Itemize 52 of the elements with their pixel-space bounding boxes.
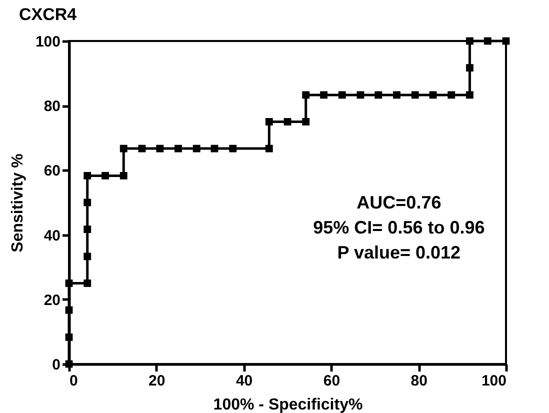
point <box>84 252 92 260</box>
y-tick-label: 40 <box>44 227 60 244</box>
point <box>374 91 382 99</box>
point <box>84 226 92 234</box>
point <box>65 306 73 314</box>
point <box>429 91 437 99</box>
x-tick-label: 0 <box>70 372 78 390</box>
point <box>192 144 200 152</box>
point <box>265 118 273 126</box>
point <box>411 91 419 99</box>
point <box>466 64 474 72</box>
y-tick-label: 60 <box>44 162 60 180</box>
point <box>302 91 310 99</box>
x-tick-label: 80 <box>410 372 428 390</box>
point <box>84 172 92 180</box>
point <box>210 144 218 152</box>
point <box>302 118 310 126</box>
point <box>102 172 109 180</box>
point <box>229 144 237 152</box>
x-tick-label: 100 <box>481 372 506 390</box>
point <box>265 144 273 152</box>
annotation: 95% CI= 0.56 to 0.96 <box>313 217 485 238</box>
y-tick-label: 80 <box>44 98 60 116</box>
point <box>466 91 474 99</box>
point <box>284 118 292 126</box>
point <box>356 91 364 99</box>
y-tick-label: 100 <box>35 34 60 50</box>
x-tick-label: 20 <box>148 372 166 390</box>
y-tick-label: 0 <box>52 356 60 374</box>
y-tick-label: 20 <box>44 292 60 309</box>
annotation: AUC=0.76 <box>356 192 442 212</box>
point <box>393 91 400 99</box>
chart-title: CXCR4 <box>18 5 78 24</box>
x-tick-label: 40 <box>236 372 253 390</box>
y-axis-title: Sensitivity % <box>9 154 26 252</box>
point <box>120 144 128 152</box>
point <box>84 280 92 287</box>
annotation: P value= 0.012 <box>337 242 461 262</box>
point <box>65 333 73 341</box>
x-axis-title: 100% - Specificity% <box>213 396 363 413</box>
point <box>138 144 146 152</box>
point <box>338 91 346 99</box>
point <box>174 144 182 152</box>
point <box>320 91 328 99</box>
point <box>448 91 456 99</box>
point <box>120 172 128 180</box>
point <box>484 37 492 45</box>
point <box>466 37 474 45</box>
point <box>65 280 73 287</box>
point <box>156 144 164 152</box>
x-tick-label: 60 <box>323 372 340 390</box>
point <box>84 198 92 206</box>
